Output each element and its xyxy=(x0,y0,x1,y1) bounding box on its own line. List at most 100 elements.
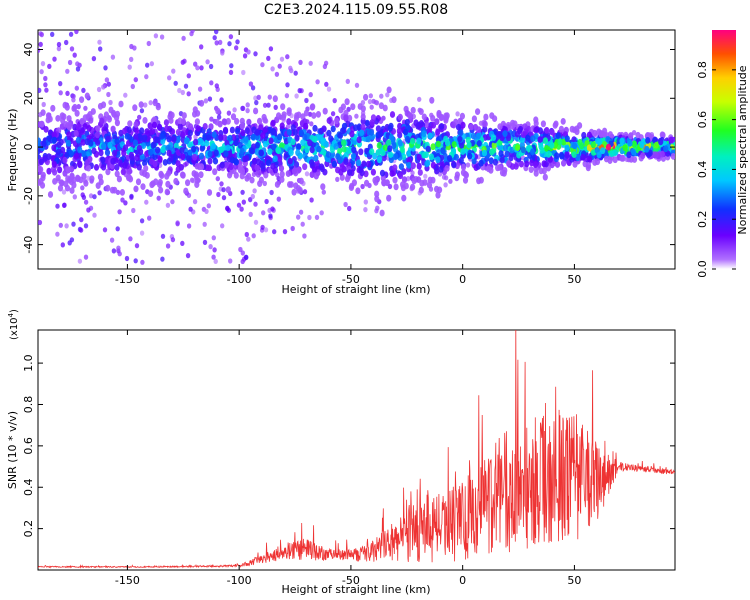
spectrogram-cell xyxy=(554,161,561,168)
spectrogram-cell xyxy=(322,168,328,176)
spectrogram-cell xyxy=(331,160,337,168)
spectrogram-cell xyxy=(454,171,460,179)
spectrogram-cell xyxy=(547,156,554,163)
spectrogram-cell xyxy=(282,229,288,235)
spectrogram-cell xyxy=(492,158,498,166)
spectrogram-cell xyxy=(435,156,441,164)
spectrogram-cell xyxy=(471,115,477,123)
spectrogram-cell xyxy=(92,212,97,218)
spectrogram-cell xyxy=(304,97,309,104)
spectrogram-cell xyxy=(142,117,148,124)
spectrogram-cell xyxy=(254,129,260,136)
spectrogram-cell xyxy=(96,86,102,93)
spectrogram-cell xyxy=(225,186,231,194)
spectrogram-cell xyxy=(186,73,191,79)
spectrogram-cell xyxy=(39,69,44,75)
spectrogram-cell xyxy=(504,150,510,158)
spectrogram-cell xyxy=(393,183,399,191)
spectrogram-cell xyxy=(88,117,94,124)
spectrogram-cell xyxy=(525,135,531,142)
spectrogram-cell xyxy=(443,182,448,188)
spectrogram-cell xyxy=(86,124,92,132)
spectrogram-cell xyxy=(333,143,339,150)
spectrogram-cell xyxy=(173,80,178,86)
spectrogram-cell xyxy=(268,126,274,134)
spectrogram-cell xyxy=(334,117,340,125)
spectrogram-cell xyxy=(239,117,245,125)
spectrogram-cell xyxy=(533,170,539,177)
spectrogram-cell xyxy=(52,56,57,62)
spectrogram-cell xyxy=(239,147,245,155)
spectrogram-cell xyxy=(139,108,145,114)
spectrogram-cell xyxy=(40,61,46,67)
colorbar-gradient xyxy=(712,30,736,269)
spectrogram-cell xyxy=(75,123,81,131)
spectrogram-cell xyxy=(427,125,433,133)
x-tick-label: 50 xyxy=(567,574,581,587)
spectrogram-cell xyxy=(181,35,186,41)
spectrogram-cell xyxy=(79,117,85,125)
spectrogram-cell xyxy=(287,157,293,165)
spectrogram-cell xyxy=(530,148,536,156)
spectrogram-cell xyxy=(248,81,254,87)
spectrogram-cell xyxy=(266,55,271,62)
spectrogram-cell xyxy=(586,144,593,152)
spectrogram-cell xyxy=(235,127,241,135)
spectrogram-cell xyxy=(541,160,547,168)
spectrogram-cell xyxy=(337,156,343,164)
spectrogram-cell xyxy=(95,125,101,132)
spectrogram-cell xyxy=(239,122,245,130)
x-tick-label: -50 xyxy=(342,574,360,587)
spectrogram-cell xyxy=(123,92,128,98)
spectrogram-cell xyxy=(417,96,422,102)
colorbar-label: Normalized spectral amplitude xyxy=(736,65,749,234)
spectrogram-cell xyxy=(221,118,227,125)
spectrogram-cell xyxy=(544,144,550,152)
spectrogram-cell xyxy=(209,80,214,86)
spectrogram-cell xyxy=(64,223,69,229)
spectrogram-cell xyxy=(148,123,154,130)
spectrogram-cell xyxy=(187,123,194,131)
spectrogram-cell xyxy=(581,131,587,139)
spectrogram-cell xyxy=(56,46,62,52)
spectrogram-cell xyxy=(413,119,419,127)
spectrogram-cell xyxy=(586,131,593,139)
spectrogram-cell xyxy=(118,100,124,108)
spectrogram-cell xyxy=(285,82,290,88)
spectrogram-cell xyxy=(344,98,350,106)
spectrogram-cell xyxy=(253,51,258,57)
spectrogram-cell xyxy=(451,141,457,148)
spectrogram-cell xyxy=(612,156,618,164)
spectrogram-cell xyxy=(211,131,217,139)
spectrogram-cell xyxy=(569,156,575,163)
spectrogram-cell xyxy=(69,172,75,180)
spectrogram-cell xyxy=(403,128,409,136)
spectrogram-cell xyxy=(406,176,411,182)
spectrogram-cell xyxy=(607,131,614,138)
spectrogram-cell xyxy=(262,126,268,134)
spectrogram-cell xyxy=(117,209,122,215)
spectrogram-cell xyxy=(339,174,345,181)
spectrogram-cell xyxy=(149,61,154,67)
spectrogram-cell xyxy=(308,92,313,98)
spectrogram-cell xyxy=(323,141,329,148)
spectrogram-cell xyxy=(639,141,645,149)
spectrogram-cell xyxy=(377,130,383,138)
spectrogram-cell xyxy=(406,161,412,169)
spectrogram-cell xyxy=(410,162,416,170)
spectrogram-cell xyxy=(307,111,313,117)
spectrogram-cell xyxy=(393,153,399,161)
spectrogram-cell xyxy=(219,161,225,169)
spectrogram-cell xyxy=(372,152,378,160)
spectrogram-cell xyxy=(430,143,436,151)
spectrogram-cell xyxy=(430,161,436,169)
spectrogram-cell xyxy=(212,157,219,165)
spectrogram-cell xyxy=(221,195,227,201)
spectrogram-cell xyxy=(369,104,374,110)
spectrogram-cell xyxy=(286,107,292,114)
spectrogram-cell xyxy=(175,221,180,227)
spectrogram-cell xyxy=(206,203,211,209)
spectrogram-cell xyxy=(330,125,336,133)
spectrogram-cell xyxy=(560,118,566,125)
spectrogram-cell xyxy=(173,177,179,185)
